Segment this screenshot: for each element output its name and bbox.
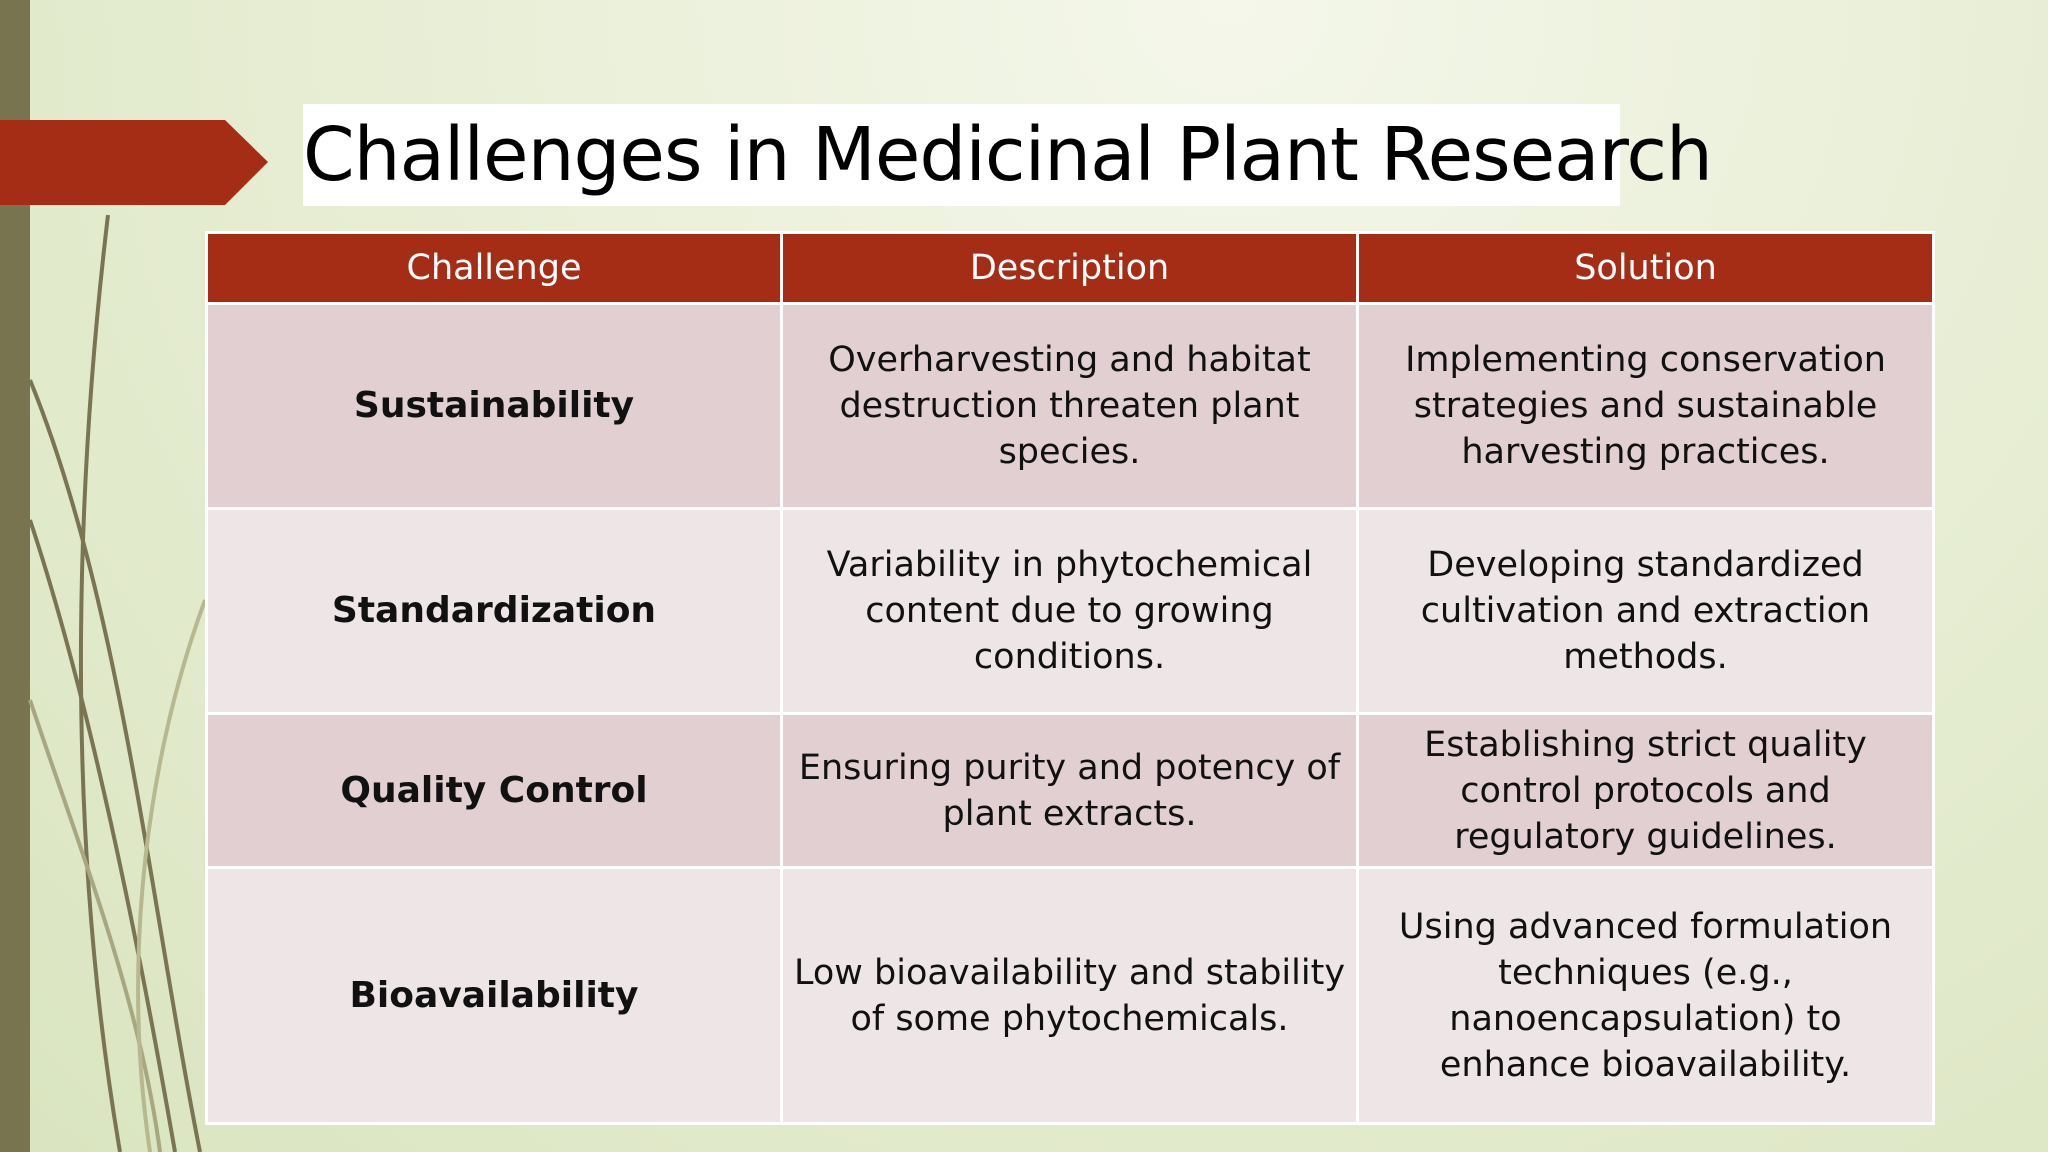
table-cell: Implementing conservation strategies and… — [1356, 302, 1935, 510]
challenge-cell: Quality Control — [205, 712, 783, 869]
challenge-cell: Standardization — [205, 507, 783, 715]
table-row: Sustainability Overharvesting and habitat… — [205, 302, 1935, 510]
header-cell: Solution — [1356, 231, 1935, 305]
table-cell: Ensuring purity and potency of plant ext… — [780, 712, 1359, 869]
table-cell: Developing standardized cultivation and … — [1356, 507, 1935, 715]
header-cell: Description — [780, 231, 1359, 305]
plant-stems — [28, 214, 207, 1152]
header-row: Challenge Description Solution — [205, 231, 1935, 305]
table-cell: Low bioavailability and stability of som… — [780, 866, 1359, 1125]
title-arrow — [0, 120, 268, 205]
table-cell: Using advanced formulation techniques (e… — [1356, 866, 1935, 1125]
slide-title: Challenges in Medicinal Plant Research — [303, 104, 1713, 206]
table-cell: Overharvesting and habitat destruction t… — [780, 302, 1359, 510]
challenges-table: Challenge Description Solution Sustainabil… — [205, 231, 1935, 1125]
challenge-cell: Sustainability — [205, 302, 783, 510]
table-row: Bioavailability Low bioavailability and s… — [205, 866, 1935, 1125]
table-row: Quality Control Ensuring purity and poten… — [205, 712, 1935, 869]
table-cell: Variability in phytochemical content due… — [780, 507, 1359, 715]
table-row: Standardization Variability in phytochemi… — [205, 507, 1935, 715]
challenge-cell: Bioavailability — [205, 866, 783, 1125]
header-cell: Challenge — [205, 231, 783, 305]
table-cell: Establishing strict quality control prot… — [1356, 712, 1935, 869]
